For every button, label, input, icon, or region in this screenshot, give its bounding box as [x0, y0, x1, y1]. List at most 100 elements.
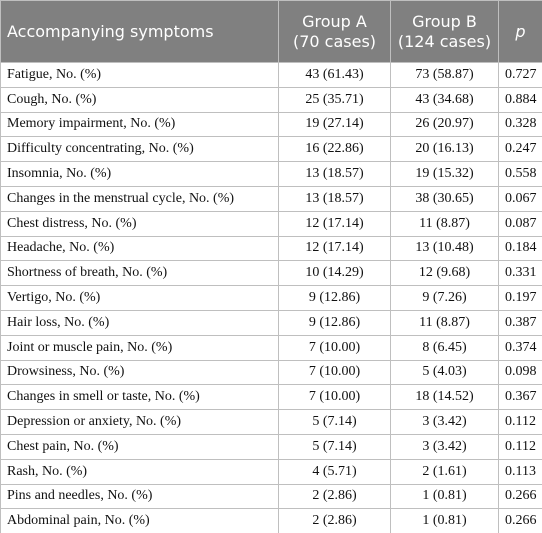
value-cell: 0.884 — [498, 86, 542, 113]
value-cell: 13 (18.57) — [278, 185, 391, 212]
value-cell: 0.387 — [498, 309, 542, 336]
value-cell: 0.328 — [498, 111, 542, 138]
value-cell: 7 (10.00) — [278, 359, 391, 386]
table-row: Drowsiness, No. (%) 7 (10.00) 5 (4.03) 0.09… — [0, 359, 542, 386]
value-cell: 38 (30.65) — [390, 185, 499, 212]
value-cell: 0.331 — [498, 260, 542, 287]
symptom-cell: Chest pain, No. (%) — [0, 433, 279, 460]
table-row: Vertigo, No. (%) 9 (12.86) 9 (7.26) 0.197 — [0, 285, 542, 311]
symptom-cell: Depression or anxiety, No. (%) — [0, 409, 279, 435]
header-cell: p — [498, 0, 542, 63]
table-row: Pins and needles, No. (%) 2 (2.86) 1 (0.81… — [0, 483, 542, 510]
value-cell: 0.247 — [498, 136, 542, 163]
symptom-cell: Difficulty concentrating, No. (%) — [0, 136, 279, 163]
symptom-cell: Shortness of breath, No. (%) — [0, 260, 279, 287]
value-cell: 19 (15.32) — [390, 161, 499, 187]
value-cell: 4 (5.71) — [278, 458, 391, 485]
symptom-cell: Changes in smell or taste, No. (%) — [0, 384, 279, 411]
table-row: Rash, No. (%) 4 (5.71) 2 (1.61) 0.113 — [0, 458, 542, 485]
value-cell: 13 (18.57) — [278, 161, 391, 187]
value-cell: 1 (0.81) — [390, 508, 499, 533]
symptom-cell: Abdominal pain, No. (%) — [0, 508, 279, 533]
value-cell: 1 (0.81) — [390, 483, 499, 510]
value-cell: 25 (35.71) — [278, 86, 391, 113]
table-row: Chest distress, No. (%) 12 (17.14) 11 (8.8… — [0, 210, 542, 237]
value-cell: 43 (34.68) — [390, 86, 499, 113]
header-cell: Accompanying symptoms — [0, 0, 279, 63]
header-text: (124 cases) — [397, 31, 492, 51]
symptom-cell: Rash, No. (%) — [0, 458, 279, 485]
table-row: Depression or anxiety, No. (%) 5 (7.14) 3 … — [0, 409, 542, 435]
value-cell: 0.112 — [498, 433, 542, 460]
value-cell: 5 (7.14) — [278, 409, 391, 435]
table-header: Accompanying symptoms Group A (70 cases) Gr… — [0, 0, 542, 63]
value-cell: 73 (58.87) — [390, 62, 499, 88]
value-cell: 9 (12.86) — [278, 309, 391, 336]
value-cell: 0.367 — [498, 384, 542, 411]
value-cell: 11 (8.87) — [390, 210, 499, 237]
symptom-cell: Drowsiness, No. (%) — [0, 359, 279, 386]
table-row: Shortness of breath, No. (%) 10 (14.29) 12… — [0, 260, 542, 287]
value-cell: 9 (12.86) — [278, 285, 391, 311]
value-cell: 0.197 — [498, 285, 542, 311]
table-row: Memory impairment, No. (%) 19 (27.14) 26 (… — [0, 111, 542, 138]
header-text: p — [515, 21, 526, 41]
value-cell: 13 (10.48) — [390, 235, 499, 262]
value-cell: 12 (17.14) — [278, 210, 391, 237]
value-cell: 3 (3.42) — [390, 409, 499, 435]
value-cell: 12 (17.14) — [278, 235, 391, 262]
symptom-cell: Fatigue, No. (%) — [0, 62, 279, 88]
value-cell: 7 (10.00) — [278, 384, 391, 411]
value-cell: 2 (2.86) — [278, 483, 391, 510]
value-cell: 0.266 — [498, 508, 542, 533]
table-row: Abdominal pain, No. (%) 2 (2.86) 1 (0.81) 0… — [0, 508, 542, 533]
header-cell: Group B (124 cases) — [390, 0, 499, 63]
value-cell: 5 (4.03) — [390, 359, 499, 386]
value-cell: 0.266 — [498, 483, 542, 510]
table-row: Headache, No. (%) 12 (17.14) 13 (10.48) 0.1… — [0, 235, 542, 262]
value-cell: 0.087 — [498, 210, 542, 237]
table-row: Joint or muscle pain, No. (%) 7 (10.00) 8 … — [0, 334, 542, 361]
value-cell: 7 (10.00) — [278, 334, 391, 361]
symptom-cell: Memory impairment, No. (%) — [0, 111, 279, 138]
value-cell: 26 (20.97) — [390, 111, 499, 138]
symptom-cell: Vertigo, No. (%) — [0, 285, 279, 311]
value-cell: 10 (14.29) — [278, 260, 391, 287]
value-cell: 0.112 — [498, 409, 542, 435]
header-text: Group B — [412, 11, 477, 31]
value-cell: 16 (22.86) — [278, 136, 391, 163]
symptom-cell: Headache, No. (%) — [0, 235, 279, 262]
symptom-cell: Pins and needles, No. (%) — [0, 483, 279, 510]
symptom-cell: Chest distress, No. (%) — [0, 210, 279, 237]
table-row: Chest pain, No. (%) 5 (7.14) 3 (3.42) 0.112 — [0, 433, 542, 460]
value-cell: 11 (8.87) — [390, 309, 499, 336]
value-cell: 0.067 — [498, 185, 542, 212]
table-row: Fatigue, No. (%) 43 (61.43) 73 (58.87) 0.72… — [0, 62, 542, 88]
value-cell: 3 (3.42) — [390, 433, 499, 460]
value-cell: 18 (14.52) — [390, 384, 499, 411]
value-cell: 43 (61.43) — [278, 62, 391, 88]
table-row: Insomnia, No. (%) 13 (18.57) 19 (15.32) 0.5… — [0, 161, 542, 187]
value-cell: 9 (7.26) — [390, 285, 499, 311]
header-cell: Group A (70 cases) — [278, 0, 391, 63]
value-cell: 0.727 — [498, 62, 542, 88]
header-text: Group A — [302, 11, 367, 31]
value-cell: 0.374 — [498, 334, 542, 361]
value-cell: 20 (16.13) — [390, 136, 499, 163]
header-text: Accompanying symptoms — [7, 21, 214, 41]
symptom-cell: Changes in the menstrual cycle, No. (%) — [0, 185, 279, 212]
table-row: Cough, No. (%) 25 (35.71) 43 (34.68) 0.884 — [0, 86, 542, 113]
value-cell: 0.113 — [498, 458, 542, 485]
header-row: Accompanying symptoms Group A (70 cases) Gr… — [0, 0, 542, 63]
header-text: (70 cases) — [292, 31, 377, 51]
table-row: Hair loss, No. (%) 9 (12.86) 11 (8.87) 0.38… — [0, 309, 542, 336]
value-cell: 0.098 — [498, 359, 542, 386]
value-cell: 12 (9.68) — [390, 260, 499, 287]
table-row: Changes in the menstrual cycle, No. (%) 1… — [0, 185, 542, 212]
value-cell: 5 (7.14) — [278, 433, 391, 460]
table-row: Changes in smell or taste, No. (%) 7 (10.… — [0, 384, 542, 411]
value-cell: 0.184 — [498, 235, 542, 262]
symptom-cell: Insomnia, No. (%) — [0, 161, 279, 187]
